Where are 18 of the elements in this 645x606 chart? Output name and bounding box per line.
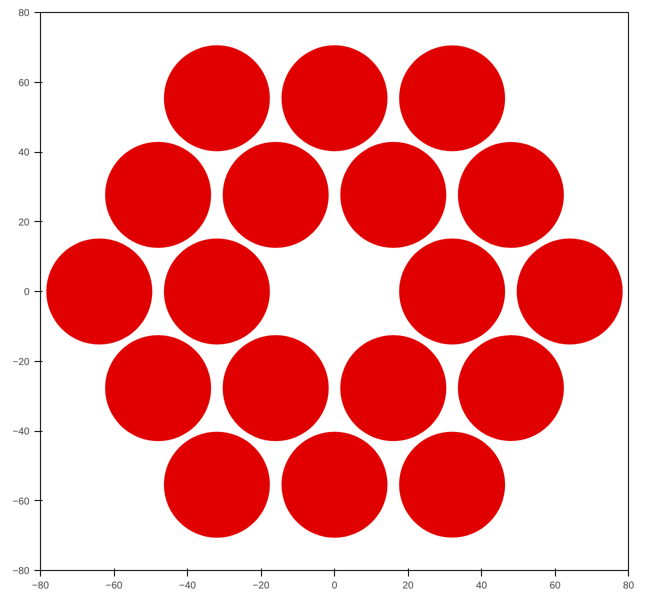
y-tick-label: 20 xyxy=(18,217,30,228)
y-tick-label: −60 xyxy=(12,496,30,508)
x-tick-label: 40 xyxy=(476,580,488,592)
x-tick-label: −40 xyxy=(179,580,196,592)
y-tick-label: 60 xyxy=(18,78,30,89)
y-tick-label: −40 xyxy=(12,426,30,438)
x-tick-label: −80 xyxy=(32,580,50,592)
y-tick-label: −20 xyxy=(12,356,30,368)
x-tick-label: 80 xyxy=(622,580,634,592)
x-tick-label: 60 xyxy=(549,580,561,592)
x-tick-label: −60 xyxy=(106,580,123,592)
x-tick-label: 0 xyxy=(332,580,338,592)
y-tick-label: 0 xyxy=(24,287,30,298)
y-tick-label: 80 xyxy=(18,8,30,19)
y-tick-label: −80 xyxy=(12,566,30,577)
x-tick-label: 20 xyxy=(402,580,414,592)
y-tick-label: 40 xyxy=(18,148,30,158)
x-tick-label: −20 xyxy=(252,580,270,592)
